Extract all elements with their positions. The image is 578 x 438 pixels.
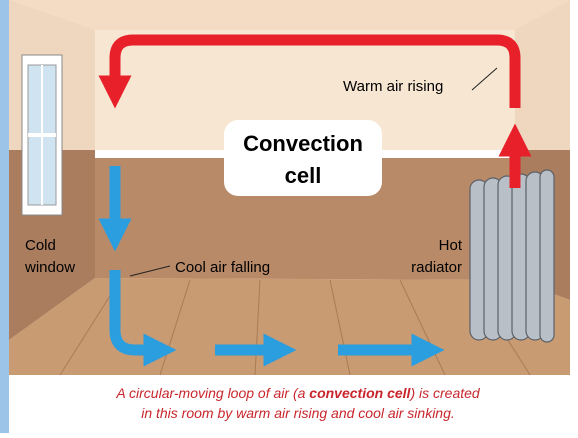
caption: A circular-moving loop of air (a convect… (115, 385, 481, 401)
label: Hot (439, 237, 463, 254)
side-strip (0, 0, 9, 433)
title-box (224, 120, 382, 196)
caption-part: A circular-moving loop of air (a (115, 385, 309, 401)
label: Warm air rising (343, 78, 443, 95)
title-line: cell (285, 163, 322, 188)
radiator (469, 169, 555, 343)
caption-part: convection cell (309, 385, 411, 401)
label: window (24, 259, 75, 276)
label: radiator (411, 259, 462, 276)
warm-loop (98, 34, 532, 367)
caption-part: ) is created (408, 385, 480, 401)
title-line: Convection (243, 131, 363, 156)
leader (129, 265, 171, 277)
leader (471, 67, 498, 91)
caption: in this room by warm air rising and cool… (141, 405, 455, 421)
label: Cold (25, 237, 56, 254)
label: Cool air falling (175, 259, 270, 276)
